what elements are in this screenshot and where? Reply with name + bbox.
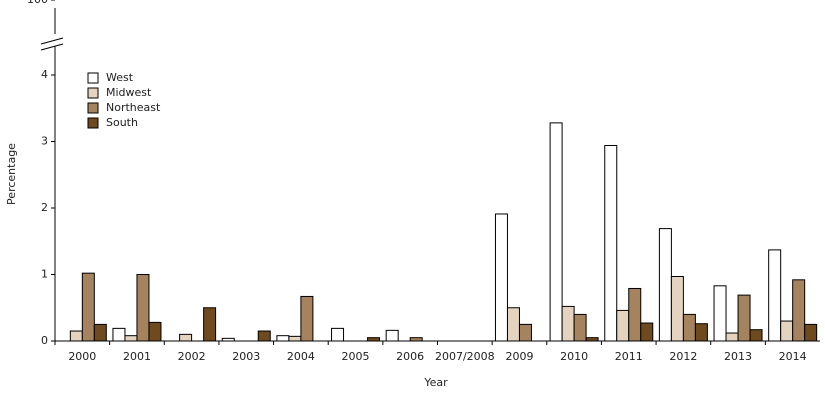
x-tick-label: 2007/2008 [435,350,495,363]
bar [749,329,763,342]
bar [124,335,138,342]
bar [331,327,345,342]
legend-swatch [87,117,99,129]
bar [276,335,290,342]
x-tick-label: 2004 [287,350,315,363]
x-tick-label: 2011 [615,350,643,363]
bar [768,249,782,342]
bar [640,322,654,342]
bar [385,329,399,342]
x-tick-label: 2003 [232,350,260,363]
legend-label: South [106,116,138,129]
bar [682,313,696,342]
y-tick-label: 2 [41,201,48,214]
bar [288,335,302,342]
bar [81,272,95,342]
bar [561,305,575,342]
bar [604,144,618,342]
bar [628,287,642,342]
bar [494,213,508,342]
y-axis-label: Percentage [5,143,18,205]
bar [670,275,684,342]
bar [713,285,727,342]
bar [69,330,83,342]
bar [203,307,217,342]
bar [549,122,563,342]
bar [694,323,708,342]
y-tick-label: 100 [27,0,48,6]
x-tick-label: 2010 [560,350,588,363]
x-tick-label: 2006 [396,350,424,363]
axis-break [40,43,64,51]
bar [737,294,751,342]
x-tick-label: 2013 [724,350,752,363]
legend-label: Midwest [106,86,152,99]
bar [725,332,739,342]
bar [367,337,381,342]
x-tick-label: 2014 [779,350,807,363]
bar [136,274,150,342]
x-tick-label: 2001 [123,350,151,363]
bar [112,327,126,342]
bar [257,330,271,342]
bar [780,320,794,342]
bar [658,228,672,342]
bar [518,323,532,342]
y-tick-label: 1 [41,268,48,281]
y-tick-label: 3 [41,135,48,148]
legend-swatch [87,87,99,99]
bar [792,279,806,342]
bar [804,323,818,342]
bar [179,333,193,342]
bar [93,323,107,342]
bar [300,295,314,342]
x-tick-label: 2012 [669,350,697,363]
bar [573,313,587,342]
x-tick-label: 2009 [505,350,533,363]
bar [409,337,423,342]
legend-swatch [87,72,99,84]
bar [221,337,235,342]
bar [585,337,599,342]
legend-swatch [87,102,99,114]
x-tick-label: 2005 [342,350,370,363]
x-tick-label: 2000 [68,350,96,363]
legend-label: Northeast [106,101,161,114]
x-axis-label: Year [423,376,448,389]
legend-label: West [106,71,134,84]
axis-break [40,37,64,45]
y-tick-label: 4 [41,68,48,81]
bar [616,309,630,342]
y-tick-label: 0 [41,334,48,347]
bar [148,321,162,342]
x-tick-label: 2002 [178,350,206,363]
bar [506,307,520,342]
